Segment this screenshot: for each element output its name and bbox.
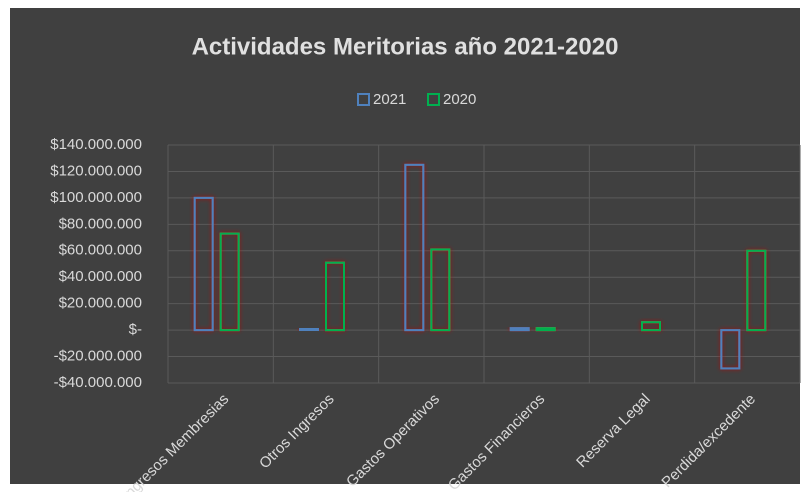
bar (404, 163, 425, 332)
y-tick-label: $80.000.000 (59, 215, 142, 232)
bar (641, 321, 661, 332)
y-tick-label: $100.000.000 (50, 189, 142, 206)
bar (325, 261, 345, 332)
y-tick-label: -$40.000.000 (54, 374, 142, 391)
bar (509, 327, 530, 332)
legend: 2021 2020 (357, 91, 476, 108)
bar (430, 248, 451, 332)
bar (720, 329, 741, 370)
bar (535, 327, 556, 332)
y-tick-label: $- (129, 321, 142, 338)
legend-swatch (357, 93, 370, 106)
y-tick-label: $140.000.000 (50, 136, 142, 153)
y-tick-label: $120.000.000 (50, 162, 142, 179)
bar (299, 327, 319, 332)
bar (219, 232, 240, 332)
legend-swatch (427, 93, 440, 106)
chart-title: Actividades Meritorias año 2021-2020 (192, 33, 619, 60)
y-tick-label: $60.000.000 (59, 242, 142, 259)
legend-label: 2020 (443, 91, 476, 108)
bar (193, 196, 214, 332)
bar (746, 249, 767, 332)
y-tick-label: $20.000.000 (59, 295, 142, 312)
legend-label: 2021 (373, 91, 406, 108)
y-tick-label: -$20.000.000 (54, 348, 142, 365)
y-tick-label: $40.000.000 (59, 268, 142, 285)
